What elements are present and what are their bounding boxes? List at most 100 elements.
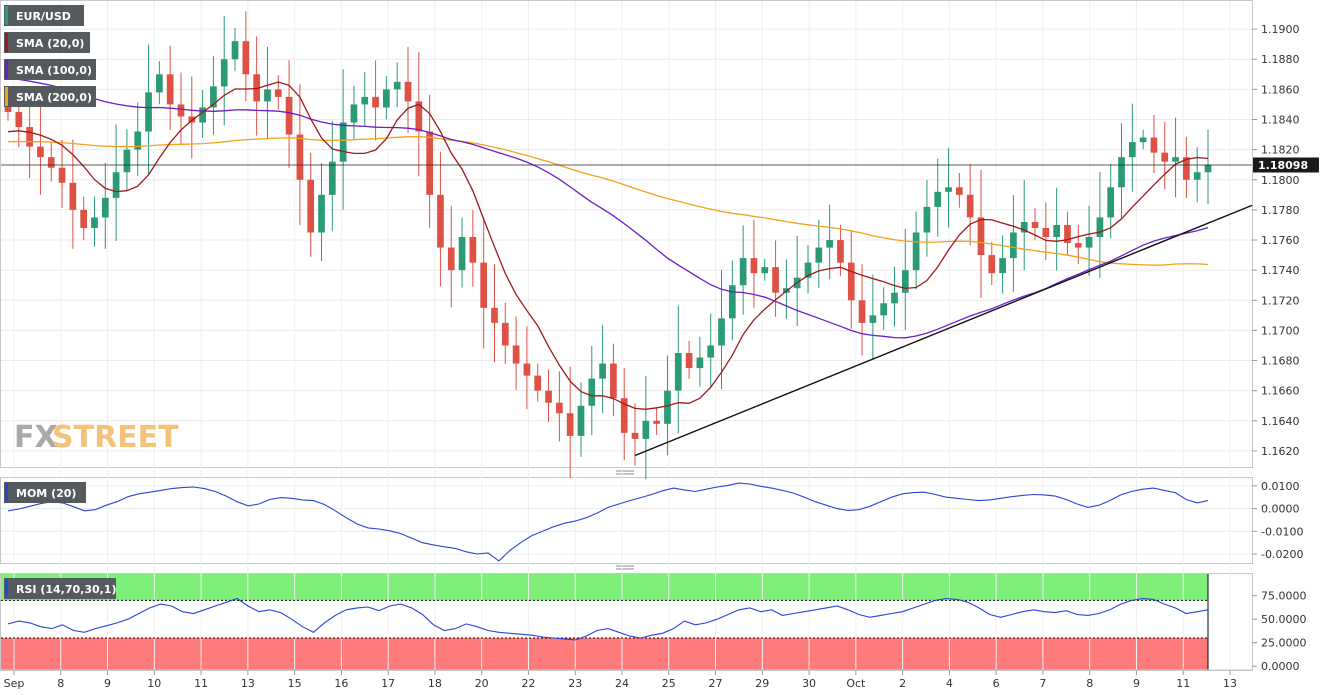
price-tick-label: 1.1620	[1261, 445, 1300, 458]
date-tick-label: 11	[194, 677, 208, 690]
candle	[696, 336, 704, 387]
price-tick-label: 1.1680	[1261, 355, 1300, 368]
date-tick-label: Oct	[846, 677, 866, 690]
candle	[728, 260, 736, 341]
mom-panel-resize-handle[interactable]	[616, 565, 634, 570]
sma-20-line	[7, 81, 1209, 410]
date-tick-label: 29	[755, 677, 769, 690]
candle	[501, 302, 509, 364]
price-tick-label: 1.1760	[1261, 234, 1300, 247]
date-tick-label: 6	[993, 677, 1000, 690]
momentum-panel	[0, 477, 1253, 564]
date-tick-label: 4	[946, 677, 953, 690]
candle	[307, 152, 315, 257]
mom-tick-label: 0.0100	[1261, 480, 1300, 493]
date-tick-label: 25	[662, 677, 676, 690]
candle	[339, 69, 347, 210]
candle	[804, 245, 812, 294]
candle	[393, 62, 401, 108]
price-tick-label: 1.1640	[1261, 415, 1300, 428]
legend-momentum[interactable]: MOM (20)	[4, 482, 86, 503]
date-tick-label: 18	[428, 677, 442, 690]
date-tick-label: 7	[1039, 677, 1046, 690]
candle	[242, 11, 250, 102]
date-tick-label: 24	[615, 677, 629, 690]
candle	[404, 46, 412, 133]
candle	[1020, 180, 1028, 271]
mom-tick-label: -0.0100	[1261, 525, 1303, 538]
svg-text:SMA (200,0): SMA (200,0)	[16, 91, 92, 104]
candle	[1085, 205, 1093, 276]
sma-100-line	[7, 77, 1209, 339]
candle	[1010, 195, 1017, 292]
candle	[447, 206, 455, 308]
grid-lines	[1, 1, 1252, 670]
candle	[37, 104, 44, 195]
candle	[91, 196, 98, 247]
candle	[296, 84, 304, 226]
candle	[815, 219, 823, 288]
candle	[101, 162, 109, 249]
candle	[869, 274, 877, 360]
date-tick-label: 2	[899, 677, 906, 690]
candle	[588, 345, 596, 436]
price-tick-label: 1.1900	[1261, 23, 1300, 36]
price-tick-label: 1.1800	[1261, 174, 1300, 187]
date-tick-label: 20	[475, 677, 489, 690]
date-tick-label: 27	[709, 677, 723, 690]
date-tick-label: 17	[381, 677, 395, 690]
candle	[966, 163, 974, 246]
candle	[469, 210, 477, 287]
candle	[285, 60, 293, 168]
candle	[707, 313, 715, 387]
candle	[112, 124, 120, 241]
candle	[80, 196, 88, 240]
price-tick-label: 1.1660	[1261, 385, 1300, 398]
svg-text:STREET: STREET	[52, 420, 179, 455]
candle	[1042, 202, 1050, 260]
candle	[566, 366, 574, 478]
candle	[642, 375, 650, 480]
date-tick-label: 9	[1133, 677, 1140, 690]
candle	[750, 219, 758, 308]
date-tick-label: 22	[521, 677, 535, 690]
svg-text:SMA (100,0): SMA (100,0)	[16, 64, 92, 77]
candle	[739, 225, 747, 315]
candle	[350, 85, 358, 140]
candle	[415, 51, 423, 177]
rsi-overbought-zone	[1, 574, 1208, 601]
candle	[264, 46, 271, 140]
date-tick-label: 23	[568, 677, 582, 690]
candle	[145, 44, 152, 175]
price-panel-resize-handle[interactable]	[616, 470, 634, 475]
svg-text:SMA (20,0): SMA (20,0)	[16, 37, 84, 50]
date-tick-label: 8	[1086, 677, 1093, 690]
legend-sma-200[interactable]: SMA (200,0)	[4, 86, 96, 107]
candle	[1118, 123, 1125, 218]
legend-sma-100[interactable]: SMA (100,0)	[4, 59, 96, 80]
candle	[383, 76, 390, 120]
candle	[231, 27, 239, 72]
candle	[891, 266, 898, 327]
candle	[123, 129, 131, 191]
candle	[901, 228, 909, 331]
date-tick-label: 10	[147, 677, 161, 690]
candle	[945, 147, 952, 228]
mom-tick-label: -0.0200	[1261, 548, 1303, 561]
legend-symbol[interactable]: EUR/USD	[4, 5, 84, 26]
price-tick-label: 1.1880	[1261, 53, 1300, 66]
price-axis: 1.1620 1.1640 1.1660 1.1680 1.1700 1.1720 1.17…	[1252, 23, 1300, 458]
candle	[220, 16, 228, 126]
price-tick-label: 1.1860	[1261, 83, 1300, 96]
legend-sma-20[interactable]: SMA (20,0)	[4, 32, 90, 53]
candle	[134, 102, 142, 176]
svg-text:RSI (14,70,30,1): RSI (14,70,30,1)	[16, 583, 116, 596]
candle	[988, 241, 996, 286]
legend-rsi[interactable]: RSI (14,70,30,1)	[4, 578, 116, 599]
rsi-tick-label: 50.0000	[1261, 613, 1307, 626]
candle	[1172, 117, 1179, 198]
candle	[318, 163, 325, 261]
date-tick-label: 8	[57, 677, 64, 690]
candle	[274, 75, 282, 110]
candle	[512, 316, 520, 390]
